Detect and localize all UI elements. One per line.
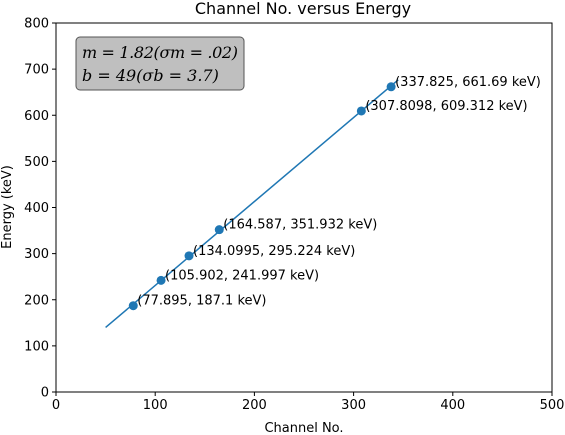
chart-title: Channel No. versus Energy <box>195 0 411 18</box>
x-tick-label: 300 <box>341 398 366 413</box>
plot-frame <box>55 22 553 393</box>
y-tick-label: 400 <box>24 201 49 216</box>
fit-box-background <box>75 36 245 91</box>
point-annotations: (77.895, 187.1 keV) (105.902, 241.997 keV… <box>137 75 541 309</box>
point-annotation: (134.0995, 295.224 keV) <box>193 244 355 259</box>
fit-slope-text: m = 1.82(σm = .02) <box>82 43 238 62</box>
point-annotation: (307.8098, 609.312 keV) <box>365 99 527 114</box>
x-tick-label: 200 <box>242 398 267 413</box>
data-point <box>156 275 166 285</box>
y-tick-label: 100 <box>24 339 49 354</box>
y-tick-label: 500 <box>24 155 49 170</box>
data-point <box>128 301 138 311</box>
fit-line <box>105 79 399 328</box>
y-axis-label: Energy (keV) <box>0 165 15 249</box>
x-tick-label: 500 <box>540 398 565 413</box>
y-tick-label: 0 <box>41 386 49 401</box>
y-tick-label: 200 <box>24 293 49 308</box>
data-point <box>184 251 194 261</box>
y-tick-label: 700 <box>24 63 49 78</box>
point-annotation: (164.587, 351.932 keV) <box>223 218 377 233</box>
data-points <box>128 82 396 311</box>
point-annotation: (105.902, 241.997 keV) <box>165 268 319 283</box>
fit-box: m = 1.82(σm = .02) b = 49(σb = 3.7) <box>75 36 245 91</box>
tick-labels: 0 100 200 300 400 500 0 100 200 300 400 500 600 700 80… <box>24 17 564 414</box>
x-axis-label: Channel No. <box>264 421 343 435</box>
data-point <box>214 225 224 235</box>
y-tick-label: 300 <box>24 247 49 262</box>
point-annotation: (77.895, 187.1 keV) <box>137 294 266 309</box>
y-tick-label: 800 <box>24 17 49 32</box>
x-tick-label: 400 <box>440 398 465 413</box>
point-annotation: (337.825, 661.69 keV) <box>395 75 541 90</box>
axis-ticks <box>52 22 553 396</box>
data-point <box>386 82 396 92</box>
fit-intercept-text: b = 49(σb = 3.7) <box>82 66 219 85</box>
y-tick-label: 600 <box>24 109 49 124</box>
x-tick-label: 100 <box>143 398 168 413</box>
data-point <box>356 106 366 116</box>
x-tick-label: 0 <box>52 398 60 413</box>
